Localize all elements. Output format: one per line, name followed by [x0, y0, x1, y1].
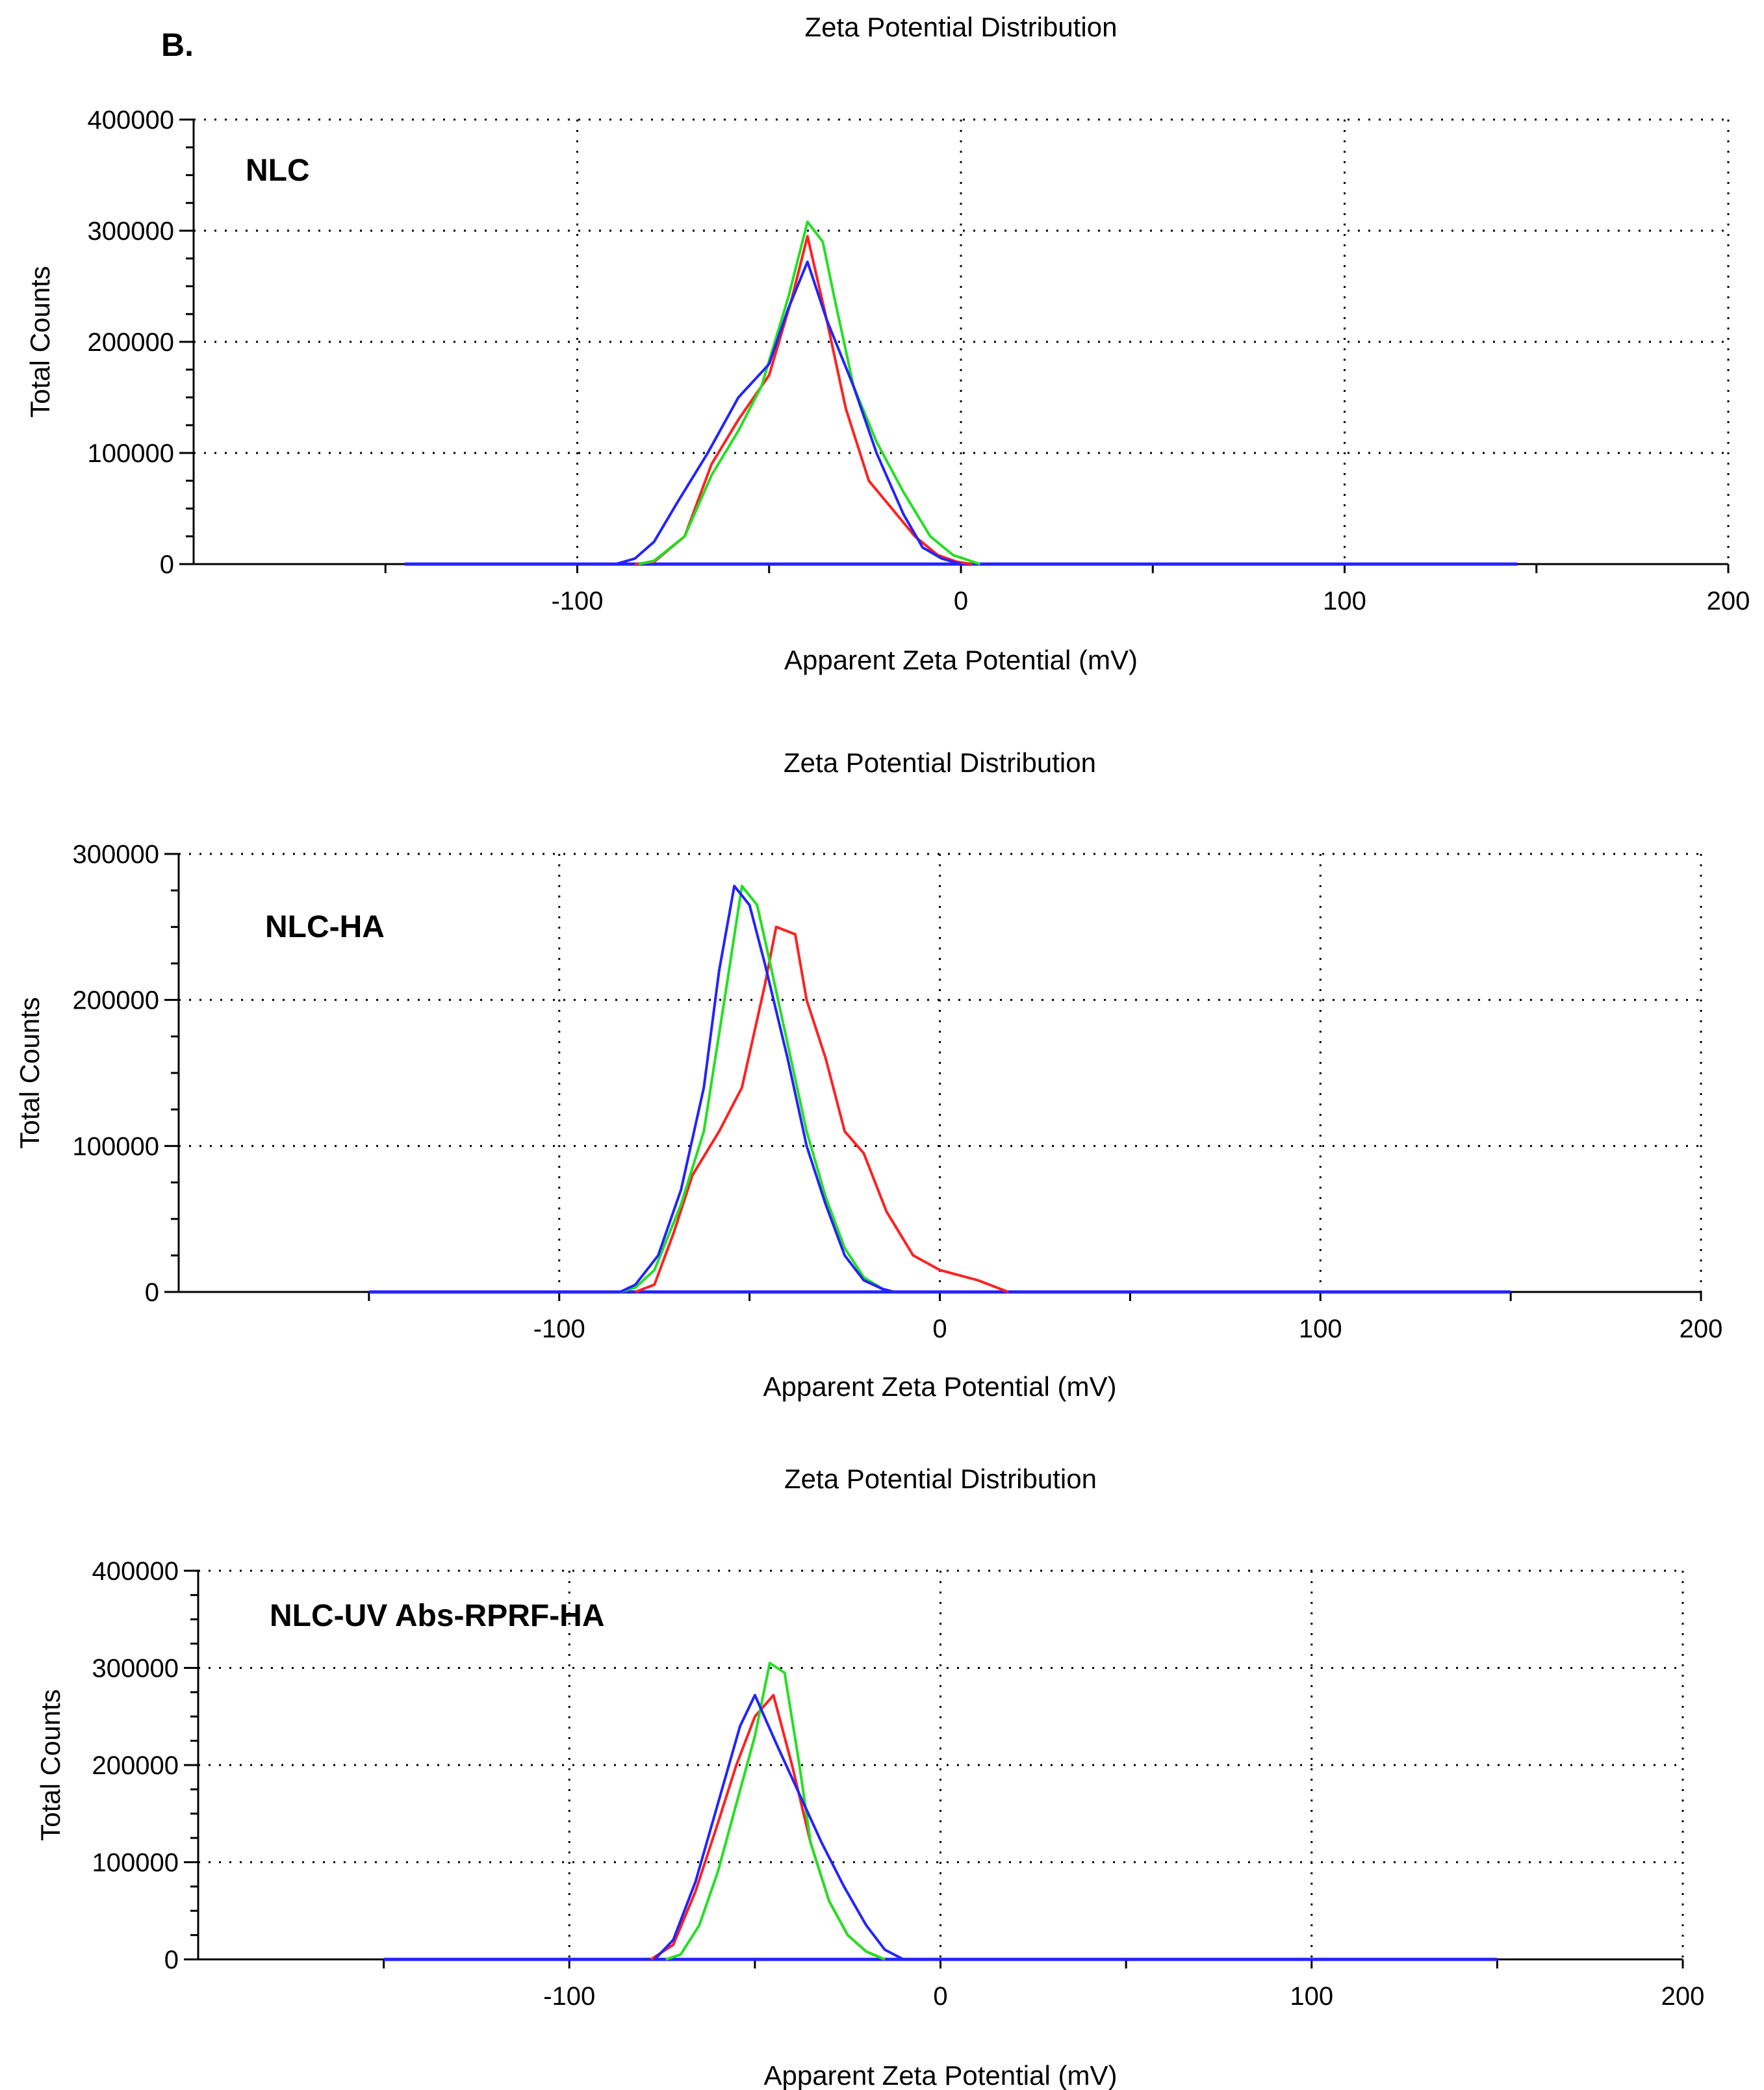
chart-panel-1: Zeta Potential Distribution 0 100000 200000… — [25, 12, 1750, 675]
y-tick-label: 0 — [160, 550, 174, 579]
x-tick-label: 100 — [1299, 1315, 1342, 1343]
y-tick-label: 100000 — [92, 1849, 179, 1877]
y-tick-label: 400000 — [88, 106, 174, 135]
panel-label: NLC-HA — [265, 910, 385, 944]
y-tick-label: 300000 — [73, 840, 159, 869]
series-line-blue — [619, 884, 895, 1293]
series-line-red — [634, 235, 973, 565]
x-axis-label: Apparent Zeta Potential (mV) — [764, 2060, 1118, 2090]
x-tick-label: -100 — [551, 587, 603, 615]
x-tick-label: 0 — [932, 1315, 947, 1343]
chart-panel-2: Zeta Potential Distribution 0 100000 200000… — [14, 747, 1722, 1402]
panel-label: NLC-UV Abs-RPRF-HA — [270, 1599, 605, 1633]
y-tick-label: 100000 — [88, 439, 174, 468]
y-axis-label: Total Counts — [35, 1689, 66, 1840]
y-tick-label: 0 — [145, 1278, 159, 1307]
y-tick-label: 100000 — [73, 1132, 159, 1161]
series-line-blue — [615, 260, 962, 565]
y-tick-label: 200000 — [92, 1751, 179, 1780]
x-tick-label: 0 — [933, 1982, 947, 2011]
series-line-green — [665, 1662, 886, 1961]
x-axis-label: Apparent Zeta Potential (mV) — [784, 645, 1138, 675]
panel-label: NLC — [246, 153, 310, 188]
chart-title: Zeta Potential Distribution — [784, 1464, 1097, 1494]
chart-panel-3: Zeta Potential Distribution 0 100000 200000… — [35, 1464, 1704, 2090]
y-tick-label: 200000 — [73, 987, 159, 1015]
panels: Zeta Potential Distribution0100000200000… — [14, 12, 1750, 2090]
x-tick-label: 200 — [1680, 1315, 1723, 1343]
chart-title: Zeta Potential Distribution — [805, 12, 1118, 42]
x-tick-label: 100 — [1323, 587, 1366, 615]
x-tick-label: -100 — [543, 1982, 595, 2011]
x-tick-label: 100 — [1290, 1982, 1333, 2011]
series-line-green — [619, 884, 895, 1293]
series-line-red — [650, 1694, 886, 1961]
y-axis-label: Total Counts — [25, 266, 55, 417]
y-tick-label: 300000 — [92, 1655, 179, 1683]
x-axis-label: Apparent Zeta Potential (mV) — [763, 1371, 1117, 1402]
y-tick-label: 200000 — [88, 328, 174, 357]
series-line-red — [635, 925, 1009, 1293]
y-axis-label: Total Counts — [14, 997, 45, 1148]
x-tick-label: 0 — [954, 587, 968, 615]
x-tick-label: 200 — [1661, 1982, 1705, 2011]
x-tick-label: -100 — [533, 1315, 585, 1343]
chart-title: Zeta Potential Distribution — [784, 747, 1096, 778]
y-tick-label: 0 — [164, 1946, 179, 1974]
series-line-blue — [654, 1694, 904, 1961]
x-tick-label: 200 — [1707, 587, 1750, 615]
series-line-green — [638, 220, 981, 565]
y-tick-label: 300000 — [88, 217, 174, 246]
y-tick-label: 400000 — [92, 1557, 179, 1586]
figure-label: B. — [161, 27, 194, 63]
